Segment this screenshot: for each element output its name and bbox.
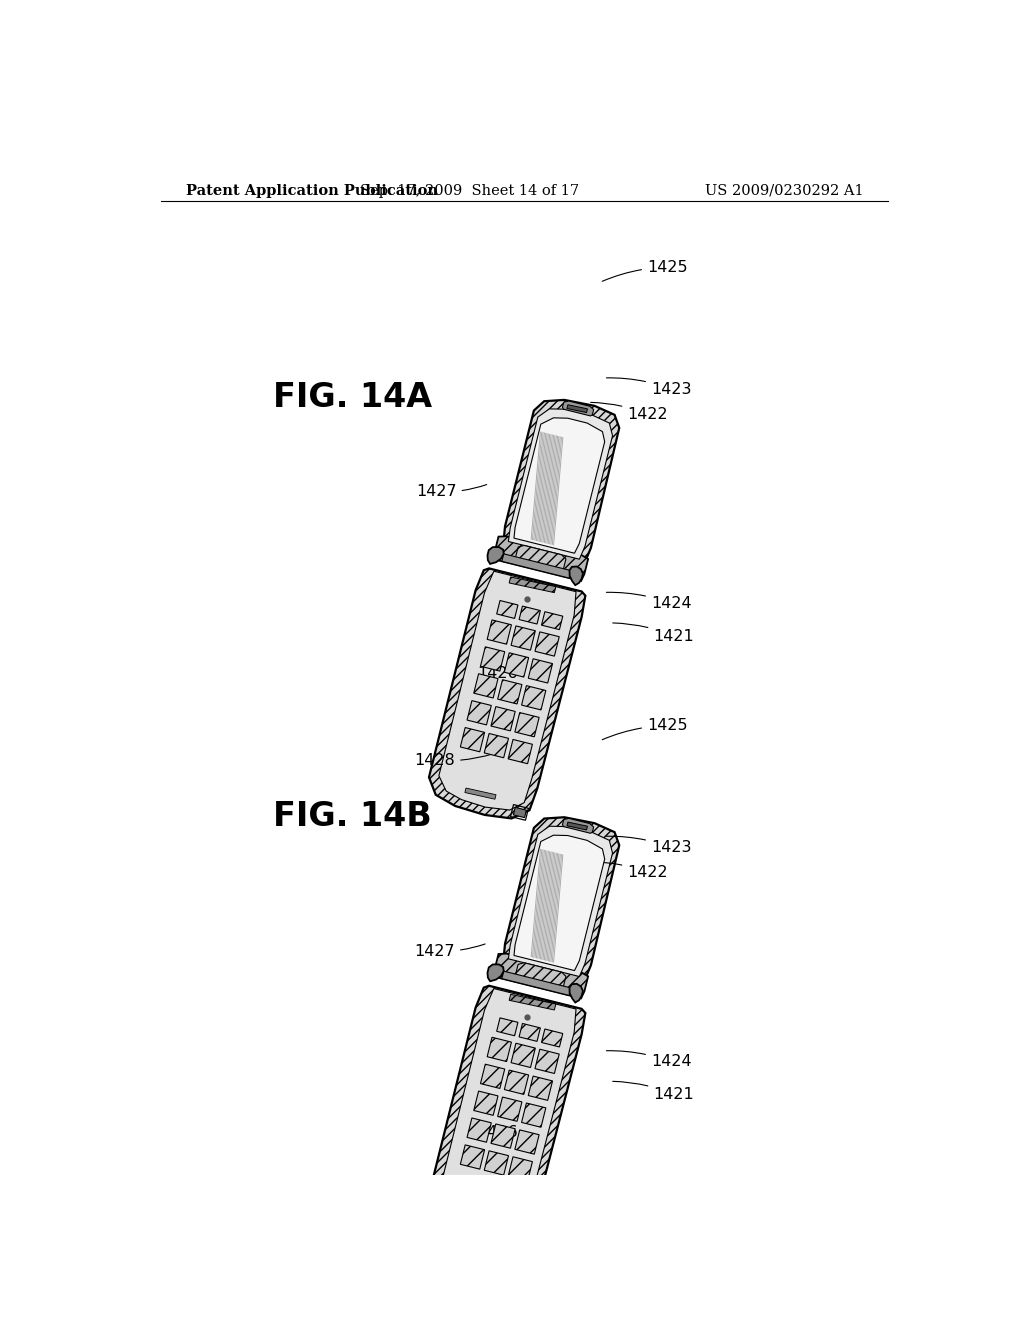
Text: 1424: 1424	[606, 1051, 691, 1069]
Text: 1428: 1428	[415, 752, 493, 768]
Polygon shape	[519, 606, 541, 624]
Polygon shape	[495, 953, 588, 998]
Polygon shape	[505, 653, 528, 677]
Polygon shape	[535, 1049, 559, 1073]
Polygon shape	[498, 680, 522, 704]
Polygon shape	[439, 989, 577, 1228]
Text: US 2009/0230292 A1: US 2009/0230292 A1	[705, 183, 863, 198]
Polygon shape	[562, 401, 594, 416]
Polygon shape	[465, 788, 496, 799]
Polygon shape	[439, 572, 577, 810]
Polygon shape	[519, 1023, 541, 1041]
Polygon shape	[484, 1151, 509, 1175]
Polygon shape	[511, 626, 536, 651]
Polygon shape	[467, 701, 492, 725]
Polygon shape	[461, 727, 484, 752]
Polygon shape	[521, 1104, 546, 1127]
Polygon shape	[487, 1038, 511, 1061]
Polygon shape	[504, 400, 620, 562]
Polygon shape	[515, 1130, 539, 1154]
Polygon shape	[528, 659, 553, 682]
Polygon shape	[542, 1030, 563, 1047]
Polygon shape	[567, 405, 588, 413]
Text: 1423: 1423	[606, 378, 691, 396]
Text: 1427: 1427	[416, 484, 486, 499]
Polygon shape	[487, 620, 511, 644]
Text: FIG. 14A: FIG. 14A	[273, 380, 432, 413]
Polygon shape	[515, 545, 566, 574]
Polygon shape	[480, 647, 505, 671]
Polygon shape	[465, 1205, 496, 1217]
Polygon shape	[498, 1097, 522, 1121]
Polygon shape	[508, 739, 532, 764]
Polygon shape	[484, 734, 509, 758]
Polygon shape	[514, 836, 605, 970]
Polygon shape	[474, 673, 498, 698]
Polygon shape	[505, 1071, 528, 1094]
Polygon shape	[508, 409, 612, 560]
Polygon shape	[511, 1043, 536, 1068]
Polygon shape	[515, 962, 566, 991]
Polygon shape	[497, 601, 518, 619]
Polygon shape	[461, 1144, 484, 1170]
Polygon shape	[502, 972, 571, 995]
Polygon shape	[515, 713, 539, 737]
Polygon shape	[429, 986, 586, 1236]
Polygon shape	[495, 536, 588, 581]
Text: 1424: 1424	[606, 593, 691, 611]
Polygon shape	[509, 994, 556, 1010]
Polygon shape	[509, 577, 556, 593]
Polygon shape	[508, 1156, 532, 1181]
Polygon shape	[508, 826, 612, 977]
Polygon shape	[521, 685, 546, 710]
Text: 1422: 1422	[591, 403, 668, 422]
Polygon shape	[490, 706, 515, 731]
Polygon shape	[504, 817, 620, 979]
Polygon shape	[562, 818, 594, 833]
Text: 1422: 1422	[591, 862, 668, 880]
Polygon shape	[490, 1123, 515, 1148]
Polygon shape	[513, 808, 526, 817]
Polygon shape	[528, 1076, 553, 1101]
Polygon shape	[535, 632, 559, 656]
Polygon shape	[480, 1064, 505, 1089]
Text: 1425: 1425	[602, 718, 688, 739]
Text: 1421: 1421	[612, 1081, 694, 1102]
Polygon shape	[567, 822, 588, 830]
Text: 1425: 1425	[602, 260, 688, 281]
Polygon shape	[429, 569, 586, 818]
Text: Sep. 17, 2009  Sheet 14 of 17: Sep. 17, 2009 Sheet 14 of 17	[359, 183, 579, 198]
Polygon shape	[497, 1018, 518, 1036]
Polygon shape	[542, 611, 563, 630]
Text: Patent Application Publication: Patent Application Publication	[186, 183, 438, 198]
Text: FIG. 14B: FIG. 14B	[273, 800, 432, 833]
Polygon shape	[502, 554, 571, 578]
Text: 1423: 1423	[606, 837, 691, 855]
Text: 1427: 1427	[415, 944, 485, 958]
Polygon shape	[467, 1118, 492, 1142]
Polygon shape	[487, 965, 504, 981]
Polygon shape	[569, 983, 583, 1002]
Polygon shape	[569, 566, 583, 585]
Text: 1426: 1426	[477, 1125, 518, 1139]
Text: 1426: 1426	[477, 667, 518, 681]
Polygon shape	[487, 546, 504, 564]
Text: 1421: 1421	[612, 623, 694, 644]
Polygon shape	[474, 1092, 498, 1115]
Polygon shape	[514, 418, 605, 553]
